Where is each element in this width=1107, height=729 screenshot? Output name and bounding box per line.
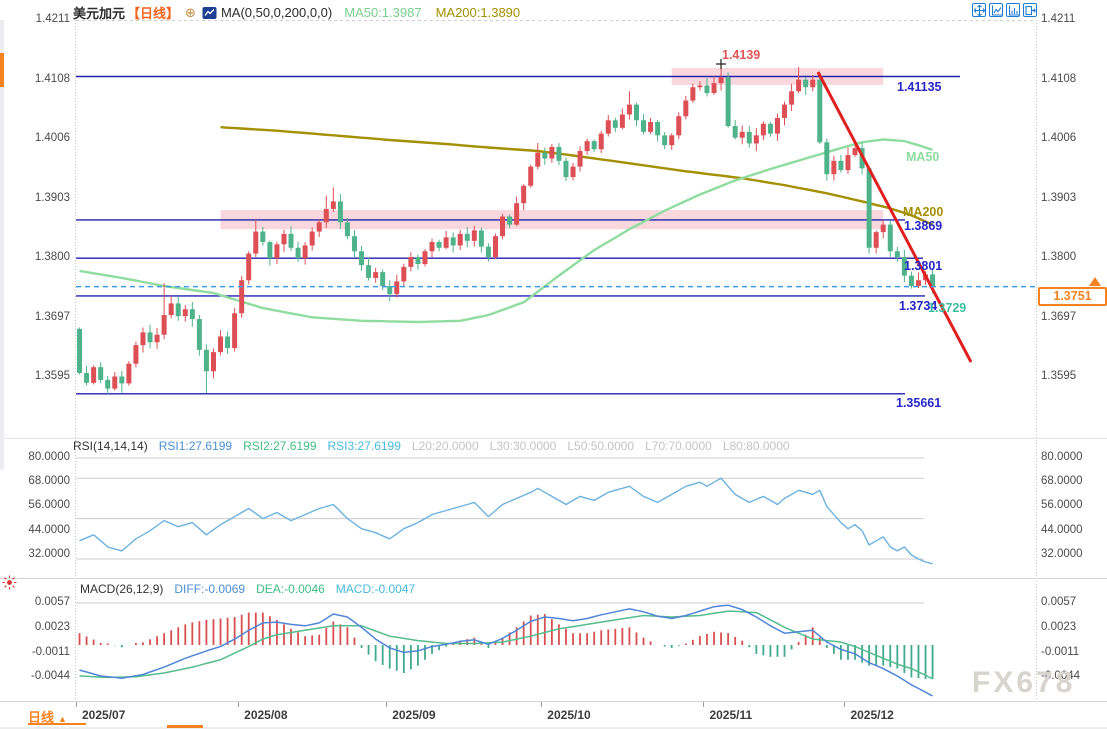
rsi-header-item: L20:20.0000: [411, 439, 479, 453]
timeframe-selector[interactable]: 日线 ▲: [28, 710, 67, 725]
rsi-header-item: L80:80.0000: [722, 439, 790, 453]
rsi-header-item: RSI3:27.6199: [327, 439, 401, 453]
left-edge-scrollbar[interactable]: [0, 20, 4, 470]
macd-header-item: DEA:-0.0046: [256, 582, 325, 596]
ma50-line: [79, 138, 933, 324]
date-label: 2025/09: [392, 708, 436, 722]
timeframe-tag[interactable]: 【日线】: [127, 6, 180, 21]
rsi-header-item: L50:50.0000: [567, 439, 635, 453]
export-chart-icon[interactable]: [1023, 3, 1037, 17]
horizontal-scrollbar-track[interactable]: [0, 727, 1107, 729]
rsi-header-item: L30:30.0000: [489, 439, 557, 453]
macd-dea-line: [79, 610, 933, 680]
pan-crosshair-icon[interactable]: [972, 3, 986, 17]
ma-indicator-icon[interactable]: [202, 6, 217, 20]
month-tick: [844, 702, 846, 707]
alert-settings-icon[interactable]: [2, 575, 17, 590]
month-tick: [238, 702, 240, 707]
watermark-logo: FX678: [972, 666, 1076, 699]
chart-header: 美元加元 【日线】 ⊕ MA(0,50,0,200,0,0) MA50:1.39…: [73, 3, 520, 22]
rsi-header-item: RSI(14,14,14): [73, 439, 148, 453]
horizontal-scrollbar-thumb[interactable]: [167, 725, 203, 728]
current-price-box: 1.3751: [1038, 287, 1107, 306]
date-label: 2025/12: [850, 708, 894, 722]
chevron-up-icon: ▲: [58, 714, 67, 724]
date-label: 2025/07: [82, 708, 126, 722]
axis-scale-x-icon[interactable]: [989, 3, 1003, 17]
rsi-header-item: L70:70.0000: [645, 439, 712, 453]
axis-scale-y-icon[interactable]: [1006, 3, 1020, 17]
macd-header-item: DIFF:-0.0069: [174, 582, 246, 596]
ma-settings-label: MA(0,50,0,200,0,0): [220, 5, 333, 20]
candles-layer[interactable]: [77, 61, 936, 394]
date-label: 2025/08: [244, 708, 288, 722]
macd-header: MACD(26,12,9) DIFF:-0.0069 DEA:-0.0046 MACD…: [80, 582, 426, 596]
month-tick: [76, 702, 77, 707]
left-scrollbar-thumb[interactable]: [0, 53, 4, 87]
ma200-line: [220, 126, 934, 226]
down-trendline: [816, 71, 973, 363]
macd-dif-line: [79, 604, 933, 697]
ma200-value-label: MA200:1.3890: [435, 5, 521, 20]
timeline-bar[interactable]: 日线 ▲ 2025/07 2025/08 2025/09 2025/10 2025/11 2…: [0, 702, 1107, 729]
price-up-arrow-icon: [1089, 277, 1101, 290]
date-label: 2025/11: [709, 708, 753, 722]
rsi-header-item: RSI1:27.6199: [158, 439, 233, 453]
ma50-value-label: MA50:1.3987: [344, 5, 422, 20]
rsi-header-item: RSI2:27.6199: [243, 439, 317, 453]
chart-toolbar: [972, 3, 1037, 17]
rsi-line: [79, 477, 933, 565]
rsi-header: RSI(14,14,14) RSI1:27.6199 RSI2:27.6199 RSI…: [73, 439, 801, 453]
month-tick: [703, 702, 705, 707]
date-label: 2025/10: [547, 708, 591, 722]
month-tick: [386, 702, 388, 707]
month-tick: [541, 702, 543, 707]
macd-header-item: MACD:-0.0047: [335, 582, 416, 596]
symbol-title: 美元加元: [73, 6, 126, 21]
macd-header-item: MACD(26,12,9): [80, 582, 164, 596]
peak-cross-marker: [716, 59, 726, 69]
timeframe-underline: [28, 723, 86, 725]
macd-histogram: [78, 612, 934, 679]
add-overlay-icon[interactable]: ⊕: [185, 4, 196, 20]
